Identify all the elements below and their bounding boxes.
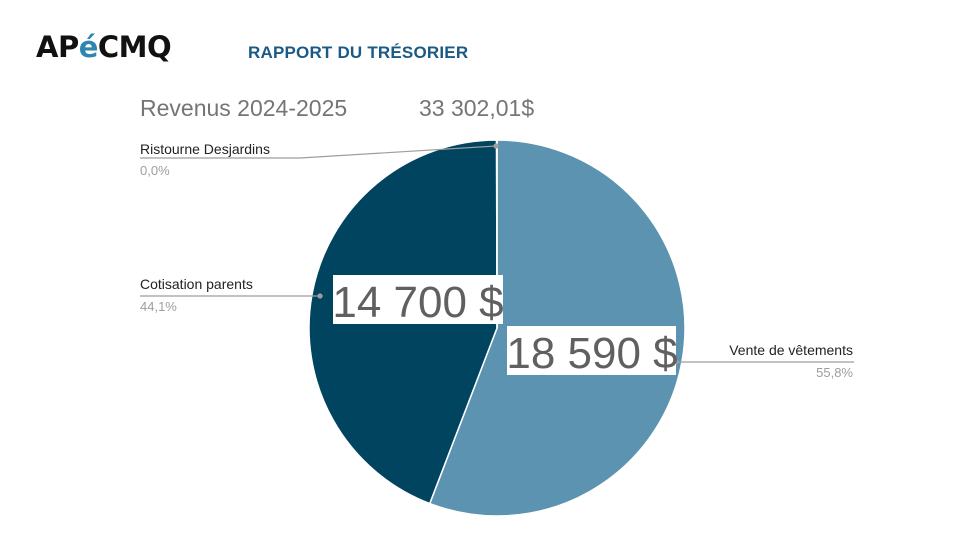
slice-percent-label-vente-de-vetements: 55,8%	[816, 365, 853, 380]
leader-dot-cotisation-parents	[317, 293, 323, 299]
slice-name-label-ristourne-desjardins: Ristourne Desjardins	[140, 141, 270, 157]
report-title: RAPPORT DU TRÉSORIER	[248, 43, 469, 62]
slice-percent-label-cotisation-parents: 44,1%	[140, 299, 177, 314]
leader-line-ristourne-desjardins	[140, 145, 497, 159]
value-label-box-vente-de-vetements	[507, 326, 676, 375]
apecmq-logo: APéCMQ	[36, 30, 172, 64]
value-label-cotisation-parents: 14 700 $	[332, 278, 503, 327]
value-label-box-cotisation-parents	[333, 275, 503, 324]
leader-dot-ristourne-desjardins	[493, 143, 499, 149]
slice-percent-label-ristourne-desjardins: 0,0%	[140, 163, 170, 178]
value-label-vente-de-vetements: 18 590 $	[506, 329, 677, 378]
slice-name-label-cotisation-parents: Cotisation parents	[140, 276, 253, 292]
slice-name-label-vente-de-vetements: Vente de vêtements	[729, 342, 853, 358]
chart-total: 33 302,01$	[419, 95, 535, 121]
chart-title: Revenus 2024-2025	[140, 95, 348, 121]
